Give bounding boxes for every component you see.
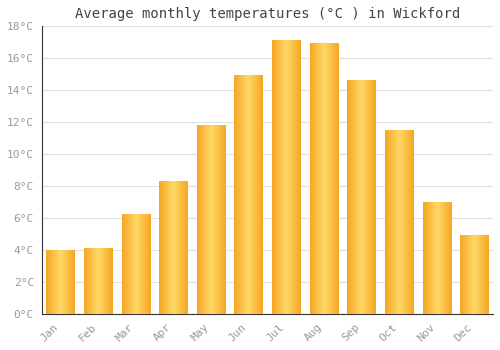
Title: Average monthly temperatures (°C ) in Wickford: Average monthly temperatures (°C ) in Wi… [74,7,460,21]
